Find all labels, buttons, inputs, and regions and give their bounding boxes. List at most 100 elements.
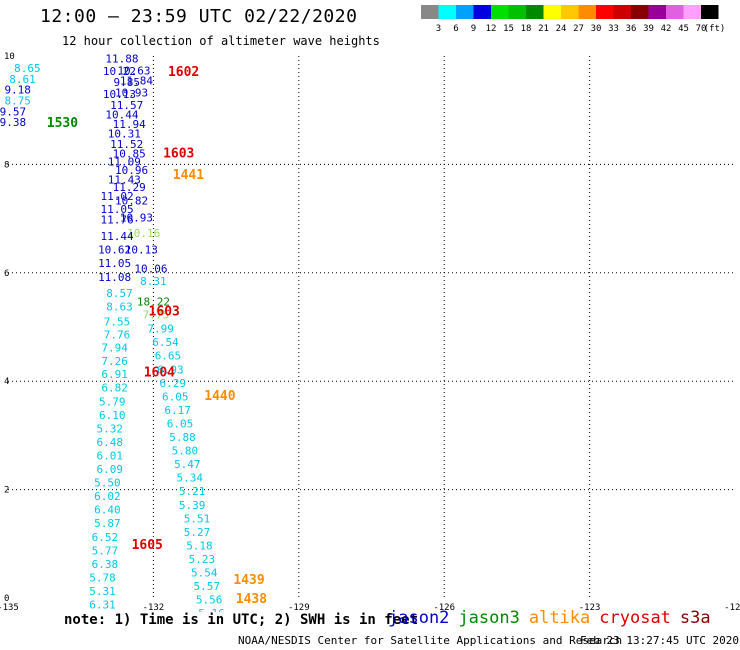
x-tick-label: -129 <box>288 603 310 612</box>
wave-height-point: 11.02 <box>100 190 133 203</box>
pass-time-annotation: 1603 <box>163 146 194 161</box>
wave-height-point: 9.57 <box>0 105 26 118</box>
wave-height-point: 11.09 <box>108 156 141 169</box>
pass-time-annotation: 1605 <box>132 538 163 553</box>
wave-height-point: 10.16 <box>127 227 160 240</box>
scale-swatch <box>421 5 439 19</box>
wave-height-point: 5.39 <box>179 499 206 512</box>
wave-height-point: 5.78 <box>89 571 116 584</box>
wave-height-point: 11.57 <box>110 99 143 112</box>
x-tick-label: -120 <box>724 603 740 612</box>
scale-label: 18 <box>521 24 532 34</box>
wave-height-point: 5.88 <box>169 431 196 444</box>
pass-time-annotation: 1603 <box>149 305 180 320</box>
wave-height-point: 6.29 <box>160 377 187 390</box>
wave-height-point: 5.80 <box>172 445 199 458</box>
pass-time-annotation: 1602 <box>168 65 199 80</box>
y-tick-label: 2 <box>4 486 9 496</box>
scale-label: 30 <box>591 24 602 34</box>
wave-height-point: 10.93 <box>115 86 148 99</box>
wave-height-point: 8.31 <box>140 275 167 288</box>
scale-swatch <box>596 5 614 19</box>
wave-height-point: 6.54 <box>152 336 179 349</box>
scale-swatch <box>666 5 684 19</box>
satellite-legend-item: jason3 <box>458 608 520 628</box>
wave-height-point: 6.10 <box>99 409 126 422</box>
y-tick-label: 0 <box>4 594 9 604</box>
wave-height-point: 5.87 <box>94 517 121 530</box>
wave-height-point: 10.62 <box>98 243 131 256</box>
wave-height-point: 5.18 <box>186 539 213 552</box>
chart-subtitle: 12 hour collection of altimeter wave hei… <box>62 34 380 48</box>
wave-height-point: 10.31 <box>108 128 141 141</box>
scale-label: 24 <box>556 24 567 34</box>
wave-height-point: 6.02 <box>94 490 121 503</box>
y-tick-label: 10 <box>4 52 15 62</box>
satellite-legend-item: jason2 <box>388 608 450 628</box>
wave-height-point: 6.09 <box>97 463 124 476</box>
wave-height-point: 11.43 <box>108 174 141 187</box>
scale-swatch <box>473 5 491 19</box>
scale-label: 3 <box>436 24 441 34</box>
satellite-legend-item: cryosat <box>599 608 671 628</box>
satellite-legend: jason2 jason3 altika cryosat s3a <box>388 608 711 628</box>
wave-height-point: 11.08 <box>98 271 131 284</box>
wave-height-point: 10.93 <box>120 212 153 225</box>
wave-height-point: 5.51 <box>184 512 211 525</box>
satellite-legend-item: altika <box>528 608 591 628</box>
scale-swatch <box>561 5 579 19</box>
wave-height-point: 11.44 <box>100 230 133 243</box>
wave-height-point: 11.05 <box>98 257 131 270</box>
wave-height-point: 6.05 <box>167 417 194 430</box>
wave-height-point: 5.57 <box>193 580 220 593</box>
wave-height-point: 5.34 <box>177 472 204 485</box>
pass-time-annotation: 1440 <box>204 389 235 404</box>
x-tick-label: -126 <box>433 603 455 612</box>
wave-height-point: 9.85 <box>113 76 140 89</box>
scale-swatch <box>526 5 544 19</box>
wave-height-point: 11.29 <box>113 181 146 194</box>
wave-height-point: 6.82 <box>101 382 128 395</box>
wave-height-point: 10.85 <box>113 148 146 161</box>
y-tick-label: 8 <box>4 160 9 170</box>
wave-height-point: 5.77 <box>92 544 119 557</box>
y-tick-label: 6 <box>4 269 9 279</box>
wave-height-point: 8.61 <box>9 73 36 86</box>
wave-height-point: 11.88 <box>105 53 138 66</box>
wave-height-point: 10.13 <box>103 88 136 101</box>
wave-height-point: 6.52 <box>92 531 119 544</box>
wave-height-point: 7.94 <box>101 342 128 355</box>
wave-height-point: 10.06 <box>134 262 167 275</box>
footer-note: note: 1) Time is in UTC; 2) SWH is in fe… <box>64 612 419 628</box>
scale-label: 33 <box>608 24 619 34</box>
scale-label: 15 <box>503 24 514 34</box>
color-scale-legend: 3 6 9 12 15 18 21 24 27 30 33 36 39 42 45 70(ft) <box>421 5 725 34</box>
scale-swatch <box>508 5 526 19</box>
wave-height-point: 10.22 <box>103 65 136 78</box>
wave-height-point: 11.05 <box>100 203 133 216</box>
wave-height-point: 5.50 <box>94 477 121 490</box>
wave-height-point: 6.48 <box>97 436 124 449</box>
x-tick-label: -135 <box>0 603 19 612</box>
wave-height-point: 5.23 <box>189 553 216 566</box>
pass-time-annotation: 1530 <box>47 116 78 131</box>
wave-height-point: 7.26 <box>101 355 128 368</box>
scale-swatch <box>438 5 456 19</box>
scale-swatch <box>578 5 596 19</box>
scale-swatch <box>491 5 509 19</box>
scale-swatch <box>701 5 719 19</box>
scale-label: 70 <box>696 24 707 34</box>
pass-time-annotation: 1438 <box>236 592 267 607</box>
scale-swatch <box>456 5 474 19</box>
x-tick-label: -123 <box>579 603 601 612</box>
wave-height-point: 6.01 <box>97 449 124 462</box>
satellite-legend-item: s3a <box>679 608 711 628</box>
x-tick-label: -132 <box>143 603 165 612</box>
wave-height-point: 5.32 <box>97 422 124 435</box>
wave-height-point: 9.18 <box>4 84 31 97</box>
wave-height-point: 7.75 <box>143 309 170 322</box>
wave-height-point: 11.52 <box>110 138 143 151</box>
wave-height-point: 10.82 <box>115 195 148 208</box>
scale-label: 9 <box>471 24 476 34</box>
